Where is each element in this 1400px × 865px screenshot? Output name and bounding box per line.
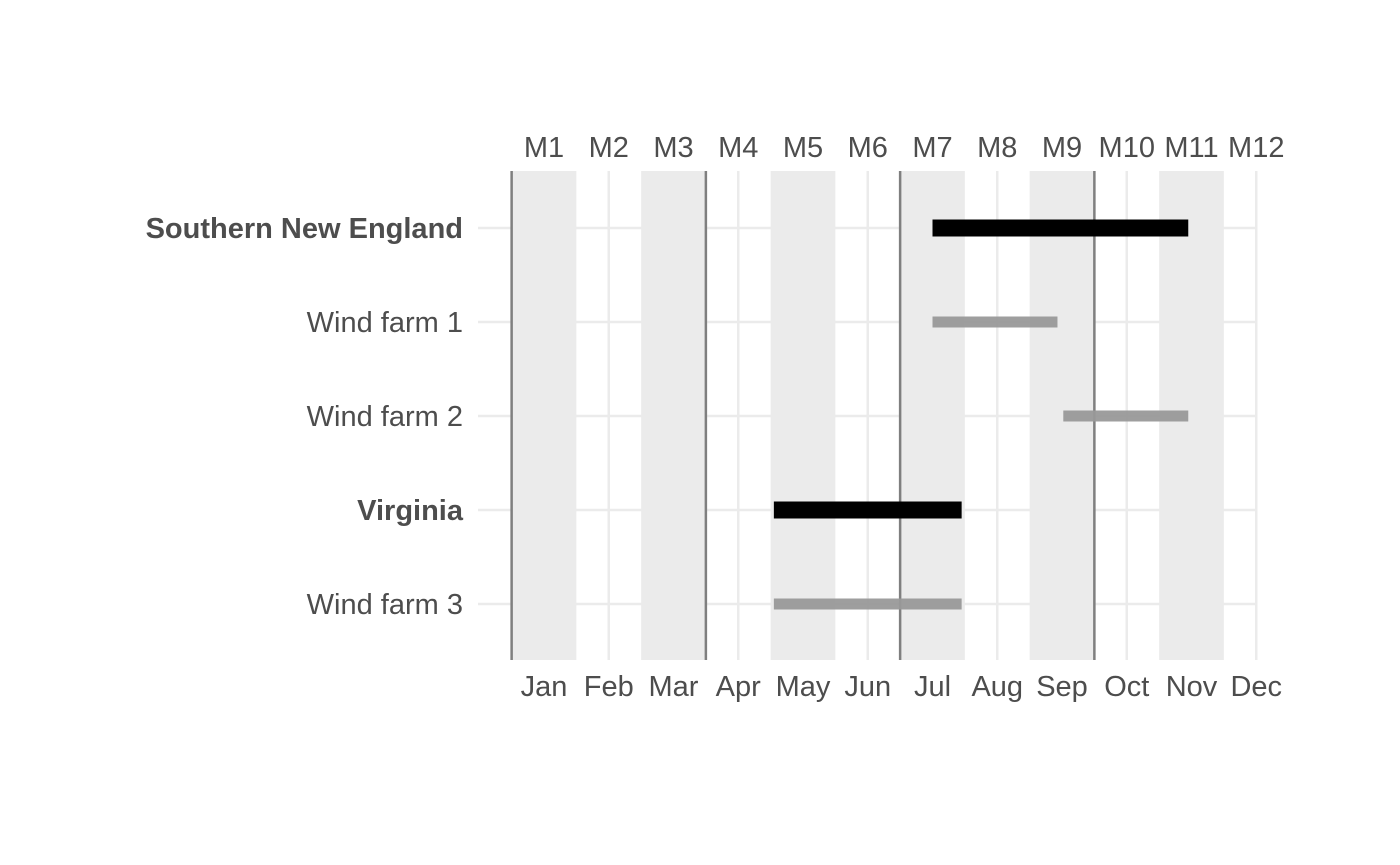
bottom-tick-label: Feb [584, 671, 634, 703]
bottom-tick-label: Dec [1230, 671, 1282, 703]
top-tick-label: M1 [524, 132, 564, 164]
bottom-tick-label: Jul [914, 671, 951, 703]
bar-wind-farm-2 [1063, 410, 1189, 422]
bottom-tick-label: Mar [649, 671, 699, 703]
bottom-tick-label: Sep [1036, 671, 1088, 703]
top-axis-ticks: M1 M2 M3 M4 M5 M6 M7 M8 M9 M10 M11 M12 [524, 132, 1285, 164]
row-label: Wind farm 3 [307, 589, 463, 621]
top-tick-label: M7 [912, 132, 952, 164]
bottom-tick-label: Oct [1104, 671, 1149, 703]
top-tick-label: M3 [653, 132, 693, 164]
row-label: Wind farm 2 [307, 401, 463, 433]
bar-wind-farm-1 [932, 316, 1058, 328]
bottom-tick-label: Apr [716, 671, 761, 703]
bars [773, 219, 1189, 610]
bottom-axis-ticks: Jan Feb Mar Apr May Jun Jul Aug Sep Oct Nov Dec [521, 671, 1282, 703]
bottom-tick-label: Nov [1166, 671, 1218, 703]
top-tick-label: M10 [1099, 132, 1155, 164]
top-tick-label: M11 [1164, 132, 1218, 164]
top-tick-label: M6 [848, 132, 888, 164]
row-labels: Southern New England Wind farm 1 Wind farm… [146, 213, 464, 621]
bottom-tick-label: Aug [971, 671, 1023, 703]
bottom-tick-label: Jan [521, 671, 568, 703]
row-label: Virginia [357, 495, 464, 527]
row-label: Wind farm 1 [307, 307, 463, 339]
top-tick-label: M5 [783, 132, 823, 164]
top-tick-label: M8 [977, 132, 1017, 164]
bottom-tick-label: Jun [844, 671, 891, 703]
row-label: Southern New England [146, 213, 463, 245]
top-tick-label: M12 [1228, 132, 1284, 164]
bar-southern-new-england [932, 219, 1189, 237]
bar-virginia [773, 501, 962, 519]
top-tick-label: M9 [1042, 132, 1082, 164]
top-tick-label: M4 [718, 132, 758, 164]
bar-wind-farm-3 [773, 598, 962, 610]
top-tick-label: M2 [589, 132, 629, 164]
bottom-tick-label: May [776, 671, 831, 703]
